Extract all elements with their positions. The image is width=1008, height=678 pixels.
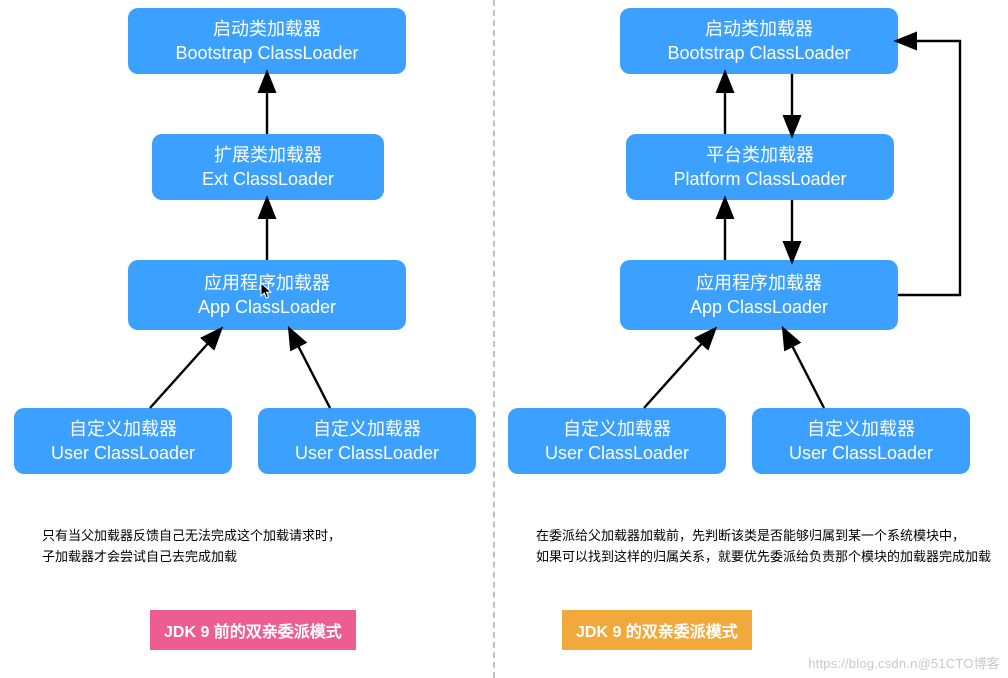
desc-line: 如果可以找到这样的归属关系，就要优先委派给负责那个模块的加载器完成加载 <box>536 547 991 568</box>
node-right-app: 应用程序加载器 App ClassLoader <box>620 260 898 330</box>
desc-line: 在委派给父加载器加载前，先判断该类是否能够归属到某一个系统模块中， <box>536 526 991 547</box>
badge-text: JDK 9 前的双亲委派模式 <box>164 624 342 641</box>
node-label-cn: 应用程序加载器 <box>204 271 330 295</box>
arrow-edge <box>898 41 960 295</box>
node-label-en: Bootstrap ClassLoader <box>667 41 850 65</box>
node-left-user-2: 自定义加载器 User ClassLoader <box>258 408 476 474</box>
node-right-user-1: 自定义加载器 User ClassLoader <box>508 408 726 474</box>
arrow-edge <box>784 330 824 408</box>
node-label-cn: 启动类加载器 <box>213 17 321 41</box>
arrow-edge <box>644 330 714 408</box>
node-label-en: User ClassLoader <box>545 441 689 465</box>
node-left-ext: 扩展类加载器 Ext ClassLoader <box>152 134 384 200</box>
node-left-bootstrap: 启动类加载器 Bootstrap ClassLoader <box>128 8 406 74</box>
node-right-platform: 平台类加载器 Platform ClassLoader <box>626 134 894 200</box>
node-right-bootstrap: 启动类加载器 Bootstrap ClassLoader <box>620 8 898 74</box>
watermark-text: https://blog.csdn.n@51CTO博客 <box>808 653 1000 672</box>
node-right-user-2: 自定义加载器 User ClassLoader <box>752 408 970 474</box>
description-right: 在委派给父加载器加载前，先判断该类是否能够归属到某一个系统模块中， 如果可以找到… <box>536 526 991 568</box>
node-label-en: Platform ClassLoader <box>673 167 846 191</box>
node-label-en: Bootstrap ClassLoader <box>175 41 358 65</box>
badge-right: JDK 9 的双亲委派模式 <box>562 610 752 650</box>
node-label-cn: 扩展类加载器 <box>214 143 322 167</box>
node-label-en: User ClassLoader <box>789 441 933 465</box>
desc-line: 子加载器才会尝试自己去完成加载 <box>42 547 341 568</box>
node-left-user-1: 自定义加载器 User ClassLoader <box>14 408 232 474</box>
arrow-edge <box>290 330 330 408</box>
node-label-en: App ClassLoader <box>198 295 336 319</box>
arrow-edge <box>150 330 220 408</box>
node-label-cn: 自定义加载器 <box>69 417 177 441</box>
node-label-cn: 自定义加载器 <box>313 417 421 441</box>
node-label-en: App ClassLoader <box>690 295 828 319</box>
node-label-en: Ext ClassLoader <box>202 167 334 191</box>
vertical-divider <box>493 0 495 678</box>
node-label-cn: 自定义加载器 <box>807 417 915 441</box>
node-label-en: User ClassLoader <box>51 441 195 465</box>
badge-left: JDK 9 前的双亲委派模式 <box>150 610 356 650</box>
arrows-layer <box>0 0 1008 678</box>
node-label-cn: 应用程序加载器 <box>696 271 822 295</box>
diagram-root: 启动类加载器 Bootstrap ClassLoader 扩展类加载器 Ext … <box>0 0 1008 678</box>
desc-line: 只有当父加载器反馈自己无法完成这个加载请求时， <box>42 526 341 547</box>
node-label-cn: 启动类加载器 <box>705 17 813 41</box>
node-label-cn: 自定义加载器 <box>563 417 671 441</box>
node-label-en: User ClassLoader <box>295 441 439 465</box>
node-label-cn: 平台类加载器 <box>706 143 814 167</box>
badge-text: JDK 9 的双亲委派模式 <box>576 624 738 641</box>
description-left: 只有当父加载器反馈自己无法完成这个加载请求时， 子加载器才会尝试自己去完成加载 <box>42 526 341 568</box>
node-left-app: 应用程序加载器 App ClassLoader <box>128 260 406 330</box>
